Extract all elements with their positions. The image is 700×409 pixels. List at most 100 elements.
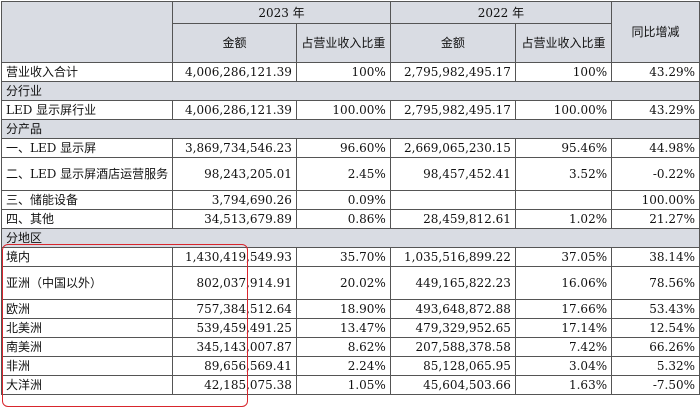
table-row: 四、其他 34,513,679.89 0.86% 28,459,812.61 1… [0,209,700,229]
row-label: 三、储能设备 [0,190,174,210]
amount-2022: 45,604,503.66 [389,375,516,395]
amount-2023: 802,037,914.91 [172,266,297,300]
share-2022: 1.02% [514,209,613,229]
yoy-change: 78.56% [611,266,700,300]
table-row: 非洲 89,656,569.41 2.24% 85,128,065.95 3.0… [0,356,700,376]
amount-2023: 757,384,512.64 [172,299,297,319]
header-year-2022: 2022 年 [389,0,613,25]
share-2023: 0.86% [295,209,391,229]
header-yoy: 同比增减 [611,1,700,63]
table-row: 二、LED 显示屏酒店运营服务 98,243,205.01 2.45% 98,4… [0,157,700,191]
share-2023: 100% [295,62,391,82]
amount-2023: 4,006,286,121.39 [172,100,297,120]
header-share-2023: 占营业收入比重 [295,23,391,63]
amount-2022: 2,795,982,495.17 [389,100,516,120]
section-title: 分产品 [1,119,700,139]
share-2022: 95.46% [514,138,613,158]
share-2023: 8.62% [295,337,391,357]
revenue-table: 2023 年 2022 年 同比增减 金额 占营业收入比重 金额 占营业收入比重… [0,0,700,395]
section-row-product: 分产品 [1,119,700,139]
row-label: 非洲 [0,356,174,376]
share-2022: 100.00% [514,100,613,120]
row-label: 亚洲（中国以外） [0,266,174,300]
amount-2022: 479,329,952.65 [389,318,516,338]
section-title: 分地区 [1,228,700,248]
yoy-change: -7.50% [611,375,700,395]
yoy-change: 44.98% [611,138,700,158]
share-2023: 20.02% [295,266,391,300]
share-2023: 2.24% [295,356,391,376]
amount-2022: 493,648,872.88 [389,299,516,319]
header-row-years: 2023 年 2022 年 同比增减 [0,0,700,63]
section-title: 分行业 [1,81,700,101]
share-2022: 3.52% [514,157,613,191]
amount-2022: 98,457,452.41 [389,157,516,191]
table-row: 亚洲（中国以外） 802,037,914.91 20.02% 449,165,8… [0,266,700,300]
header-amount-2023: 金额 [172,23,297,63]
share-2022: 7.42% [514,337,613,357]
yoy-change: 43.29% [611,62,700,82]
row-label: LED 显示屏行业 [0,100,174,120]
share-2023: 2.45% [295,157,391,191]
row-label: 境内 [0,247,174,267]
amount-2023: 539,459,491.25 [172,318,297,338]
row-label: 营业收入合计 [0,62,174,82]
row-label: 北美洲 [0,318,174,338]
total-row: 营业收入合计 4,006,286,121.39 100% 2,795,982,4… [0,62,700,82]
amount-2022: 449,165,822.23 [389,266,516,300]
share-2022: 3.04% [514,356,613,376]
yoy-change: 66.26% [611,337,700,357]
share-2022: 1.63% [514,375,613,395]
amount-2023: 345,143,007.87 [172,337,297,357]
amount-2022 [389,190,516,210]
amount-2023: 34,513,679.89 [172,209,297,229]
amount-2022: 207,588,378.58 [389,337,516,357]
row-label: 四、其他 [0,209,174,229]
row-label: 大洋洲 [0,375,174,395]
row-label: 欧洲 [0,299,174,319]
header-year-2023: 2023 年 [172,0,391,25]
share-2022: 16.06% [514,266,613,300]
share-2023: 35.70% [295,247,391,267]
table-row: 欧洲 757,384,512.64 18.90% 493,648,872.88 … [0,299,700,319]
amount-2022: 85,128,065.95 [389,356,516,376]
share-2023: 96.60% [295,138,391,158]
yoy-change: 5.32% [611,356,700,376]
amount-2023: 3,794,690.26 [172,190,297,210]
share-2022: 17.66% [514,299,613,319]
share-2022: 37.05% [514,247,613,267]
yoy-change: 100.00% [611,190,700,210]
table-row: 境内 1,430,419,549.93 35.70% 1,035,516,899… [0,247,700,267]
yoy-change: 53.43% [611,299,700,319]
amount-2023: 89,656,569.41 [172,356,297,376]
share-2023: 100.00% [295,100,391,120]
amount-2023: 42,185,075.38 [172,375,297,395]
amount-2023: 4,006,286,121.39 [172,62,297,82]
table-row: 北美洲 539,459,491.25 13.47% 479,329,952.65… [0,318,700,338]
share-2023: 18.90% [295,299,391,319]
amount-2022: 2,669,065,230.15 [389,138,516,158]
amount-2022: 28,459,812.61 [389,209,516,229]
row-label: 一、LED 显示屏 [0,138,174,158]
share-2022: 17.14% [514,318,613,338]
row-label: 南美洲 [0,337,174,357]
share-2023: 13.47% [295,318,391,338]
amount-2023: 1,430,419,549.93 [172,247,297,267]
table-row: 三、储能设备 3,794,690.26 0.09% 100.00% [0,190,700,210]
header-share-2022: 占营业收入比重 [514,23,613,63]
section-row-region: 分地区 [1,228,700,248]
table-row: LED 显示屏行业 4,006,286,121.39 100.00% 2,795… [0,100,700,120]
yoy-change: 21.27% [611,209,700,229]
amount-2022: 1,035,516,899.22 [389,247,516,267]
amount-2023: 98,243,205.01 [172,157,297,191]
yoy-change: 38.14% [611,247,700,267]
header-amount-2022: 金额 [389,23,516,63]
table-row: 一、LED 显示屏 3,869,734,546.23 96.60% 2,669,… [0,138,700,158]
table-row: 大洋洲 42,185,075.38 1.05% 45,604,503.66 1.… [0,375,700,395]
header-row-columns: 金额 占营业收入比重 金额 占营业收入比重 [2,23,700,63]
share-2023: 0.09% [295,190,391,210]
yoy-change: 12.54% [611,318,700,338]
share-2023: 1.05% [295,375,391,395]
amount-2022: 2,795,982,495.17 [389,62,516,82]
table-row: 南美洲 345,143,007.87 8.62% 207,588,378.58 … [0,337,700,357]
